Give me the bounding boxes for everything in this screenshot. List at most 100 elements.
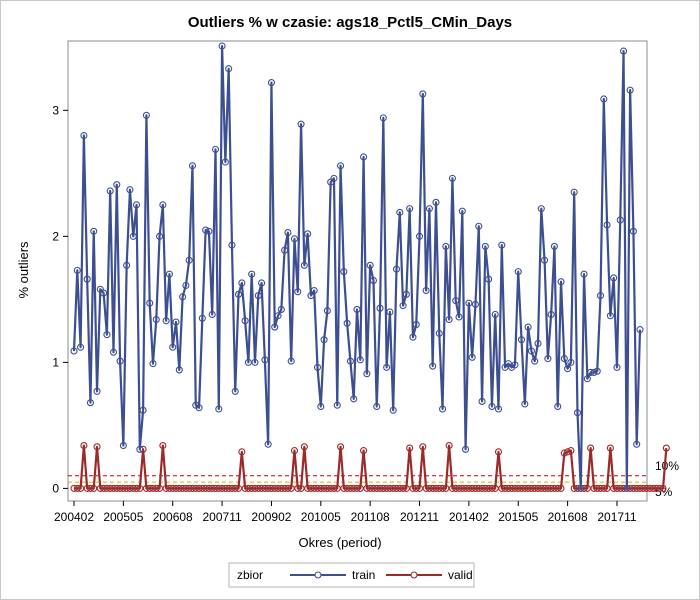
data-point-valid — [616, 484, 624, 492]
data-point-train — [346, 357, 354, 365]
data-point-valid — [241, 484, 249, 492]
data-point-valid — [172, 484, 180, 492]
data-point-valid — [498, 484, 506, 492]
data-point-train — [600, 95, 608, 103]
data-point-valid — [488, 484, 496, 492]
data-point-train — [580, 270, 588, 278]
data-point-train — [113, 181, 121, 189]
data-point-train — [248, 270, 256, 278]
data-point-train — [234, 290, 243, 298]
data-point-valid — [274, 484, 282, 492]
data-point-train — [290, 235, 299, 243]
data-point-train — [182, 281, 190, 290]
data-point-valid — [596, 484, 605, 492]
data-point-train — [264, 440, 272, 448]
data-point-train — [567, 358, 575, 366]
data-point-train — [162, 317, 170, 325]
data-point-valid — [248, 484, 256, 492]
legend: zbior train valid — [228, 562, 475, 588]
data-point-train — [251, 358, 259, 366]
data-point-train — [462, 445, 470, 453]
data-point-train — [478, 397, 486, 405]
data-point-valid — [415, 484, 424, 492]
data-point-valid — [175, 484, 183, 492]
data-point-valid — [258, 484, 266, 492]
data-point-train — [386, 308, 394, 316]
data-point-valid — [300, 443, 308, 451]
data-point-valid — [313, 484, 322, 492]
data-point-valid — [251, 484, 259, 492]
data-point-train — [188, 162, 197, 170]
data-point-valid — [93, 443, 101, 451]
data-point-train — [475, 222, 483, 230]
data-point-valid — [333, 484, 341, 492]
data-point-train — [86, 399, 94, 407]
data-point-valid — [389, 484, 397, 492]
data-point-valid — [547, 484, 555, 492]
data-point-train — [129, 232, 137, 240]
y-axis-label: % outliers — [16, 241, 31, 299]
data-point-valid — [96, 484, 104, 492]
data-point-train — [409, 333, 417, 341]
data-point-train — [527, 347, 535, 355]
data-point-train — [491, 310, 499, 319]
data-point-train — [531, 357, 539, 365]
data-point-valid — [205, 484, 213, 492]
data-point-valid — [77, 484, 85, 492]
data-point-train — [218, 42, 226, 50]
data-point-valid — [271, 484, 279, 492]
data-point-train — [373, 402, 381, 411]
data-point-train — [636, 326, 644, 334]
data-point-valid — [136, 484, 144, 492]
data-point-valid — [231, 484, 239, 492]
data-point-train — [560, 355, 568, 363]
data-point-train — [419, 90, 427, 98]
data-point-train — [619, 47, 628, 55]
data-point-train — [439, 405, 447, 413]
data-point-train — [198, 314, 206, 322]
data-point-train — [402, 290, 410, 298]
data-point-train — [547, 310, 555, 319]
data-point-train — [537, 205, 545, 213]
data-point-train — [244, 358, 252, 366]
data-point-train — [261, 356, 269, 364]
x-tick-label: 201608 — [548, 510, 588, 524]
data-point-valid — [80, 441, 88, 450]
data-point-train — [353, 305, 361, 313]
data-point-train — [333, 401, 341, 409]
x-tick-label: 201108 — [351, 510, 390, 524]
data-point-valid — [587, 444, 595, 452]
data-point-valid — [531, 484, 539, 492]
data-point-valid — [294, 484, 302, 492]
data-point-valid — [165, 484, 173, 492]
data-point-valid — [445, 441, 453, 450]
data-point-valid — [152, 484, 160, 492]
data-point-valid — [475, 484, 483, 492]
data-point-train — [106, 187, 114, 195]
data-point-train — [577, 484, 585, 492]
axes: 0 1 2 3 200402 200505 200608 200711 200902 201005… — [52, 103, 637, 524]
series-layer — [70, 42, 670, 492]
y-tick-label: 3 — [52, 103, 59, 117]
data-point-valid — [297, 484, 305, 492]
data-point-train — [73, 266, 81, 274]
data-point-train — [573, 409, 582, 417]
series-line-train — [72, 44, 642, 490]
data-point-valid — [606, 444, 614, 452]
data-point-train — [323, 307, 331, 315]
data-point-train — [616, 216, 624, 224]
data-point-valid — [527, 484, 535, 492]
data-point-train — [320, 336, 328, 344]
data-point-valid — [86, 484, 94, 492]
data-point-train — [534, 339, 542, 348]
data-point-train — [258, 279, 266, 287]
data-point-valid — [73, 484, 81, 492]
y-tick-label: 2 — [52, 229, 59, 243]
data-point-train — [165, 270, 173, 278]
data-point-valid — [70, 484, 78, 492]
data-point-valid — [646, 484, 654, 492]
data-point-train — [366, 261, 374, 269]
data-point-valid — [281, 484, 289, 492]
data-point-valid — [659, 484, 667, 492]
data-point-valid — [383, 484, 391, 492]
